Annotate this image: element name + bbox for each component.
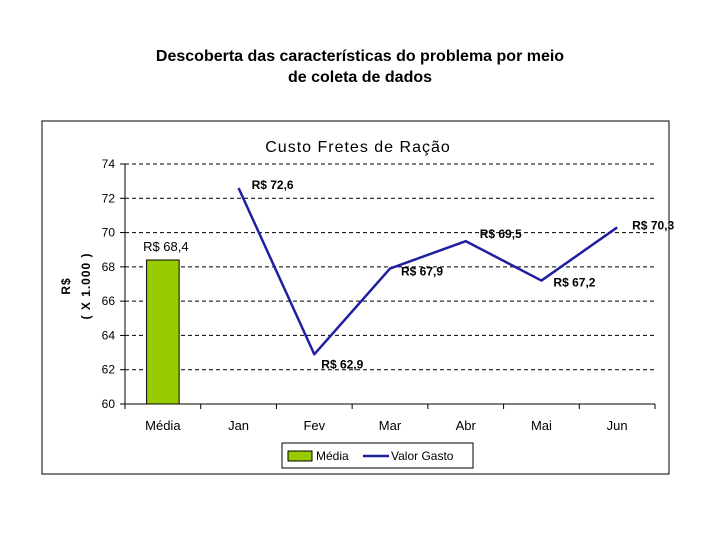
- line-series: [237, 187, 618, 356]
- x-tick-label-3: Mar: [379, 418, 402, 433]
- line-valor-gasto: [237, 187, 618, 356]
- y-tick-label-72: 72: [102, 191, 116, 205]
- data-label-Jun: R$ 70,3: [632, 218, 674, 232]
- x-tick-label-2: Fev: [303, 418, 325, 433]
- data-label-Abr: R$ 69,5: [480, 227, 522, 241]
- grid-lines: [125, 163, 655, 371]
- bar-series: [146, 259, 180, 405]
- data-label-media: R$ 68,4: [143, 239, 189, 254]
- y-axis-title: R$ ( X 1.000 ): [59, 252, 93, 319]
- x-tick-label-1: Jan: [228, 418, 249, 433]
- x-tick-label-6: Jun: [607, 418, 628, 433]
- legend: Média Valor Gasto: [281, 442, 474, 469]
- data-label-Fev: R$ 62,9: [321, 357, 363, 371]
- x-tick-label-5: Mai: [531, 418, 552, 433]
- y-tick-label-68: 68: [102, 260, 116, 274]
- y-tick-label-66: 66: [102, 294, 116, 308]
- slide-title-line-2: de coleta de dados: [287, 69, 433, 86]
- y-tick-label-62: 62: [102, 363, 116, 377]
- legend-label-media: Média: [316, 449, 349, 463]
- y-axis-label-line-1: R$: [59, 277, 73, 294]
- y-tick-label-60: 60: [102, 397, 116, 411]
- x-tick-label-4: Abr: [456, 418, 477, 433]
- data-label-Jan: R$ 72,6: [252, 178, 294, 192]
- data-labels: R$ 68,4 R$ 72,6 R$ 62,9 R$ 67,9 R$ 69,5 R$ 67…: [143, 178, 674, 371]
- slide-title: Descoberta das características do proble…: [0, 46, 720, 88]
- x-tick-label-0: Média: [145, 418, 181, 433]
- bar-media: [146, 259, 180, 405]
- legend-swatch-media: [287, 450, 313, 462]
- chart-title: Custo Fretes de Ração: [265, 139, 451, 156]
- y-tick-label-74: 74: [102, 157, 116, 171]
- chart-frame: [41, 120, 670, 475]
- slide-title-line-1: Descoberta das características do proble…: [155, 48, 565, 65]
- data-label-Mar: R$ 67,9: [401, 265, 443, 279]
- axes: [120, 163, 656, 409]
- y-tick-label-64: 64: [102, 328, 116, 342]
- data-label-Mai: R$ 67,2: [553, 276, 595, 290]
- y-axis-label-line-2: ( X 1.000 ): [79, 252, 93, 319]
- legend-label-valor-gasto: Valor Gasto: [391, 449, 454, 463]
- tick-labels: 60 62 64 66 68 70 72 74 Média Jan Fev Mar Abr Mai Jun: [102, 157, 628, 433]
- y-tick-label-70: 70: [102, 226, 116, 240]
